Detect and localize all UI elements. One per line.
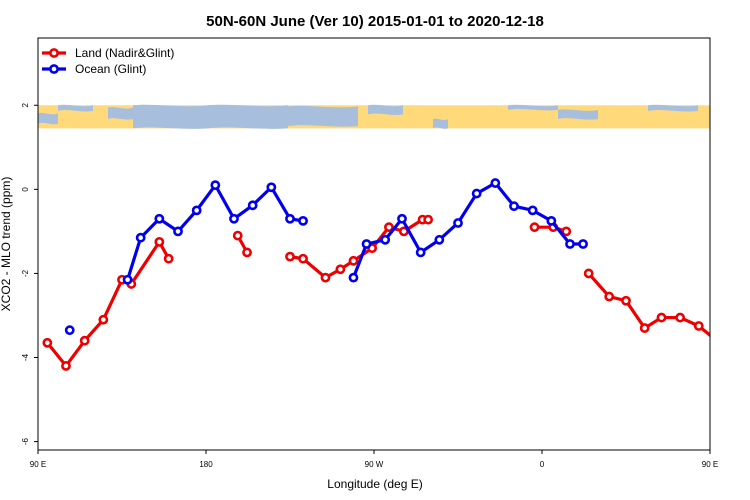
series-1-point-1-8 <box>266 182 277 193</box>
series-1-point-1-6 <box>229 213 239 224</box>
chart-title: 50N-60N June (Ver 10) 2015-01-01 to 2020… <box>206 13 544 30</box>
map-strip-ocean-7 <box>433 118 448 129</box>
series-0-point-2-2 <box>320 272 331 283</box>
series-1-point-3-0 <box>738 327 745 334</box>
series-layer <box>42 178 745 371</box>
series-1-point-2-4 <box>415 247 426 258</box>
map-strip-ocean-1 <box>58 104 93 112</box>
series-0-point-4-2 <box>621 295 631 306</box>
y-tick-label-1: -4 <box>21 353 30 361</box>
x-tick-label-1: 180 <box>199 460 213 469</box>
series-1-point-1-2 <box>154 213 165 224</box>
series-0-point-1-0 <box>232 230 243 241</box>
series-0-point-3-2 <box>561 226 572 237</box>
legend-label-0: Land (Nadir&Glint) <box>75 46 174 60</box>
series-1-point-1-9 <box>285 213 295 224</box>
series-0-point-4-3 <box>639 323 650 333</box>
series-1-point-1-5 <box>210 180 221 191</box>
series-1 <box>64 178 745 336</box>
series-0-point-0-7 <box>163 253 174 264</box>
series-1-point-2-2 <box>380 234 391 245</box>
series-1-point-1-7 <box>247 200 258 211</box>
series-0-point-4-7 <box>716 339 723 346</box>
y-tick-label-2: -2 <box>21 269 30 277</box>
map-strip-ocean-9 <box>558 109 598 120</box>
legend: Land (Nadir&Glint) Ocean (Glint) <box>42 46 174 76</box>
series-1-point-2-5 <box>434 234 445 245</box>
y-tick-label-3: 0 <box>21 187 30 192</box>
series-0-point-2-4 <box>348 255 359 266</box>
map-strip-ocean-5 <box>288 105 358 127</box>
series-1-point-2-6 <box>453 218 463 228</box>
series-1-point-1-10 <box>298 215 308 226</box>
series-0-point-4-4 <box>656 312 667 323</box>
map-strip-ocean-4 <box>208 104 288 129</box>
x-tick-label-4: 90 E <box>702 460 718 469</box>
map-strip-ocean-2 <box>108 107 133 120</box>
map-strip <box>38 104 710 129</box>
series-0-point-2-1 <box>298 253 308 264</box>
series-0-point-4-1 <box>604 291 615 302</box>
series-0-point-2-9 <box>423 214 434 225</box>
map-strip-ocean-8 <box>508 104 558 111</box>
legend-marker-0 <box>49 48 59 58</box>
series-1-point-2-1 <box>361 239 372 249</box>
series-0-point-3-0 <box>529 222 540 233</box>
series-1-point-2-11 <box>546 215 557 226</box>
series-0-point-4-8 <box>734 362 741 369</box>
series-0-point-0-0 <box>42 337 53 348</box>
x-tick-label-3: 0 <box>540 460 545 469</box>
series-1-point-2-10 <box>527 205 538 216</box>
series-0-point-4-5 <box>675 312 686 323</box>
y-axis: -6 -4 -2 0 2 <box>21 102 38 445</box>
series-0-point-0-3 <box>98 314 109 325</box>
legend-marker-1 <box>49 64 59 74</box>
x-axis-label: Longitude (deg E) <box>327 477 422 491</box>
legend-label-1: Ocean (Glint) <box>75 62 146 76</box>
series-1-point-1-4 <box>191 205 202 216</box>
x-axis: 90 E 180 90 W 0 90 E <box>30 450 718 469</box>
series-0-point-0-1 <box>61 361 71 371</box>
series-0-line-4 <box>587 272 710 338</box>
map-strip-ocean-0 <box>38 112 58 125</box>
series-0-line-0 <box>46 240 171 368</box>
x-tick-label-2: 90 W <box>365 460 384 469</box>
series-1-point-2-7 <box>471 188 482 199</box>
map-strip-ocean-3 <box>133 104 208 129</box>
series-0-point-2-0 <box>285 251 295 262</box>
series-1-point-0-0 <box>64 325 75 336</box>
map-strip-ocean-10 <box>648 104 698 112</box>
y-tick-label-4: 2 <box>21 102 30 107</box>
series-1-point-2-9 <box>509 201 519 212</box>
series-0 <box>42 214 741 371</box>
map-strip-ocean-6 <box>368 104 403 116</box>
series-1-line-1 <box>126 183 304 281</box>
series-0-point-2-6 <box>384 222 394 233</box>
series-0-point-2-3 <box>335 264 346 275</box>
x-tick-label-0: 90 E <box>30 460 46 469</box>
series-1-point-1-3 <box>173 226 183 237</box>
series-1-point-2-12 <box>565 239 575 249</box>
y-axis-label: XCO2 - MLO trend (ppm) <box>0 177 13 312</box>
series-0-point-4-0 <box>583 268 594 279</box>
series-1-point-2-0 <box>348 272 359 283</box>
series-1-point-2-3 <box>397 213 407 224</box>
series-1-point-2-13 <box>578 239 588 249</box>
series-0-point-0-6 <box>154 236 165 247</box>
y-tick-label-0: -6 <box>21 437 30 445</box>
series-0-point-1-1 <box>242 247 252 258</box>
series-1-point-2-8 <box>490 178 501 188</box>
series-1-point-1-1 <box>135 232 146 243</box>
series-0-point-0-2 <box>79 335 90 346</box>
series-1-point-1-0 <box>122 274 133 285</box>
series-0-point-4-6 <box>693 321 704 331</box>
